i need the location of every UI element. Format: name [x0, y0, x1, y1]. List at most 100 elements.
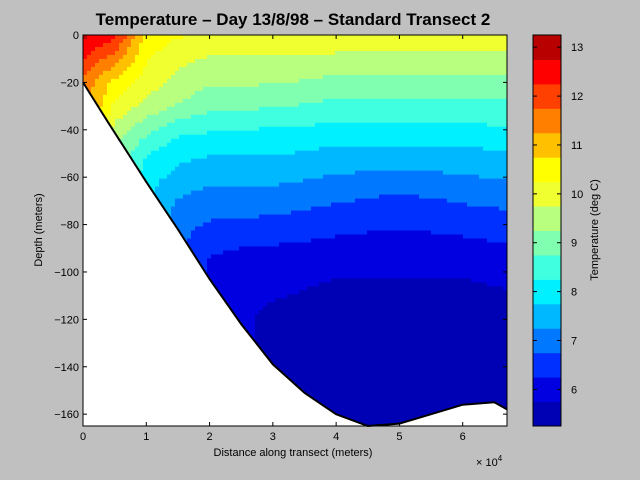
contour-cell — [179, 222, 184, 228]
contour-cell — [283, 118, 288, 124]
contour-cell — [207, 222, 212, 228]
contour-cell — [267, 258, 272, 264]
contour-cell — [267, 102, 272, 108]
contour-cell — [263, 286, 268, 291]
contour-cell — [115, 54, 120, 60]
contour-cell — [131, 42, 136, 48]
contour-cell — [167, 82, 172, 88]
contour-cell — [191, 122, 196, 128]
contour-cell — [191, 82, 196, 88]
contour-cell — [275, 138, 280, 144]
contour-cell — [271, 218, 276, 224]
contour-cell — [127, 58, 132, 64]
contour-cell — [283, 66, 288, 72]
contour-cell — [171, 214, 176, 220]
contour-cell — [271, 170, 276, 176]
contour-cell — [191, 210, 196, 216]
contour-cell — [227, 250, 232, 256]
contour-cell — [279, 342, 284, 347]
contour-cell — [195, 190, 200, 196]
contour-cell — [243, 102, 248, 108]
contour-cell — [255, 322, 260, 327]
contour-cell — [267, 182, 272, 188]
contour-cell — [263, 282, 268, 287]
contour-cell — [231, 270, 236, 275]
contour-cell — [283, 166, 288, 172]
contour-cell — [271, 138, 276, 144]
contour-cell — [243, 266, 248, 271]
contour-cell — [155, 102, 160, 108]
contour-cell — [175, 182, 180, 188]
contour-cell — [147, 162, 152, 168]
contour-cell — [223, 94, 228, 100]
contour-cell — [243, 210, 248, 216]
contour-cell — [243, 98, 248, 104]
contour-cell — [263, 158, 268, 164]
contour-cell — [211, 90, 216, 96]
contour-cell — [191, 154, 196, 160]
contour-cell — [215, 246, 220, 252]
contour-cell — [203, 35, 208, 40]
contour-cell — [171, 86, 176, 92]
contour-cell — [207, 218, 212, 224]
contour-cell — [99, 98, 104, 104]
contour-cell — [219, 258, 224, 264]
contour-cell — [275, 194, 280, 200]
contour-cell — [271, 42, 276, 48]
contour-cell — [119, 54, 124, 60]
contour-cell — [215, 35, 220, 40]
contour-cell — [87, 38, 92, 44]
contour-cell — [199, 254, 204, 260]
contour-cell — [187, 78, 192, 84]
contour-cell — [251, 126, 256, 132]
contour-cell — [251, 258, 256, 264]
contour-cell — [163, 134, 168, 140]
contour-cell — [283, 278, 288, 283]
contour-cell — [159, 94, 164, 100]
contour-cell — [135, 134, 140, 140]
contour-cell — [235, 70, 240, 76]
contour-cell — [123, 114, 128, 120]
contour-cell — [175, 142, 180, 148]
contour-cell — [187, 122, 192, 128]
contour-cell — [87, 70, 92, 76]
contour-cell — [167, 182, 172, 188]
contour-cell — [263, 262, 268, 268]
contour-cell — [259, 218, 264, 224]
contour-cell — [119, 82, 124, 88]
contour-cell — [275, 82, 280, 88]
contour-cell — [227, 166, 232, 172]
contour-cell — [235, 294, 240, 299]
contour-cell — [99, 78, 104, 84]
contour-cell — [279, 354, 284, 359]
contour-cell — [267, 350, 272, 355]
contour-cell — [247, 174, 252, 180]
contour-cell — [199, 102, 204, 108]
contour-cell — [239, 306, 244, 311]
contour-cell — [279, 38, 284, 44]
contour-cell — [251, 62, 256, 68]
contour-cell — [223, 222, 228, 228]
contour-cell — [195, 70, 200, 76]
contour-cell — [231, 298, 236, 303]
contour-cell — [215, 162, 220, 168]
contour-cell — [95, 82, 100, 88]
contour-cell — [275, 74, 280, 80]
contour-cell — [279, 102, 284, 108]
contour-cell — [255, 70, 260, 76]
contour-cell — [267, 202, 272, 208]
contour-cell — [243, 230, 248, 236]
contour-cell — [243, 106, 248, 112]
contour-cell — [183, 162, 188, 168]
contour-cell — [239, 58, 244, 64]
contour-cell — [235, 126, 240, 132]
contour-cell — [219, 106, 224, 112]
contour-cell — [283, 346, 288, 351]
contour-cell — [267, 194, 272, 200]
contour-cell — [279, 130, 284, 136]
contour-cell — [147, 138, 152, 144]
contour-cell — [107, 102, 112, 108]
contour-cell — [131, 70, 136, 76]
contour-cell — [179, 58, 184, 64]
contour-cell — [231, 230, 236, 236]
